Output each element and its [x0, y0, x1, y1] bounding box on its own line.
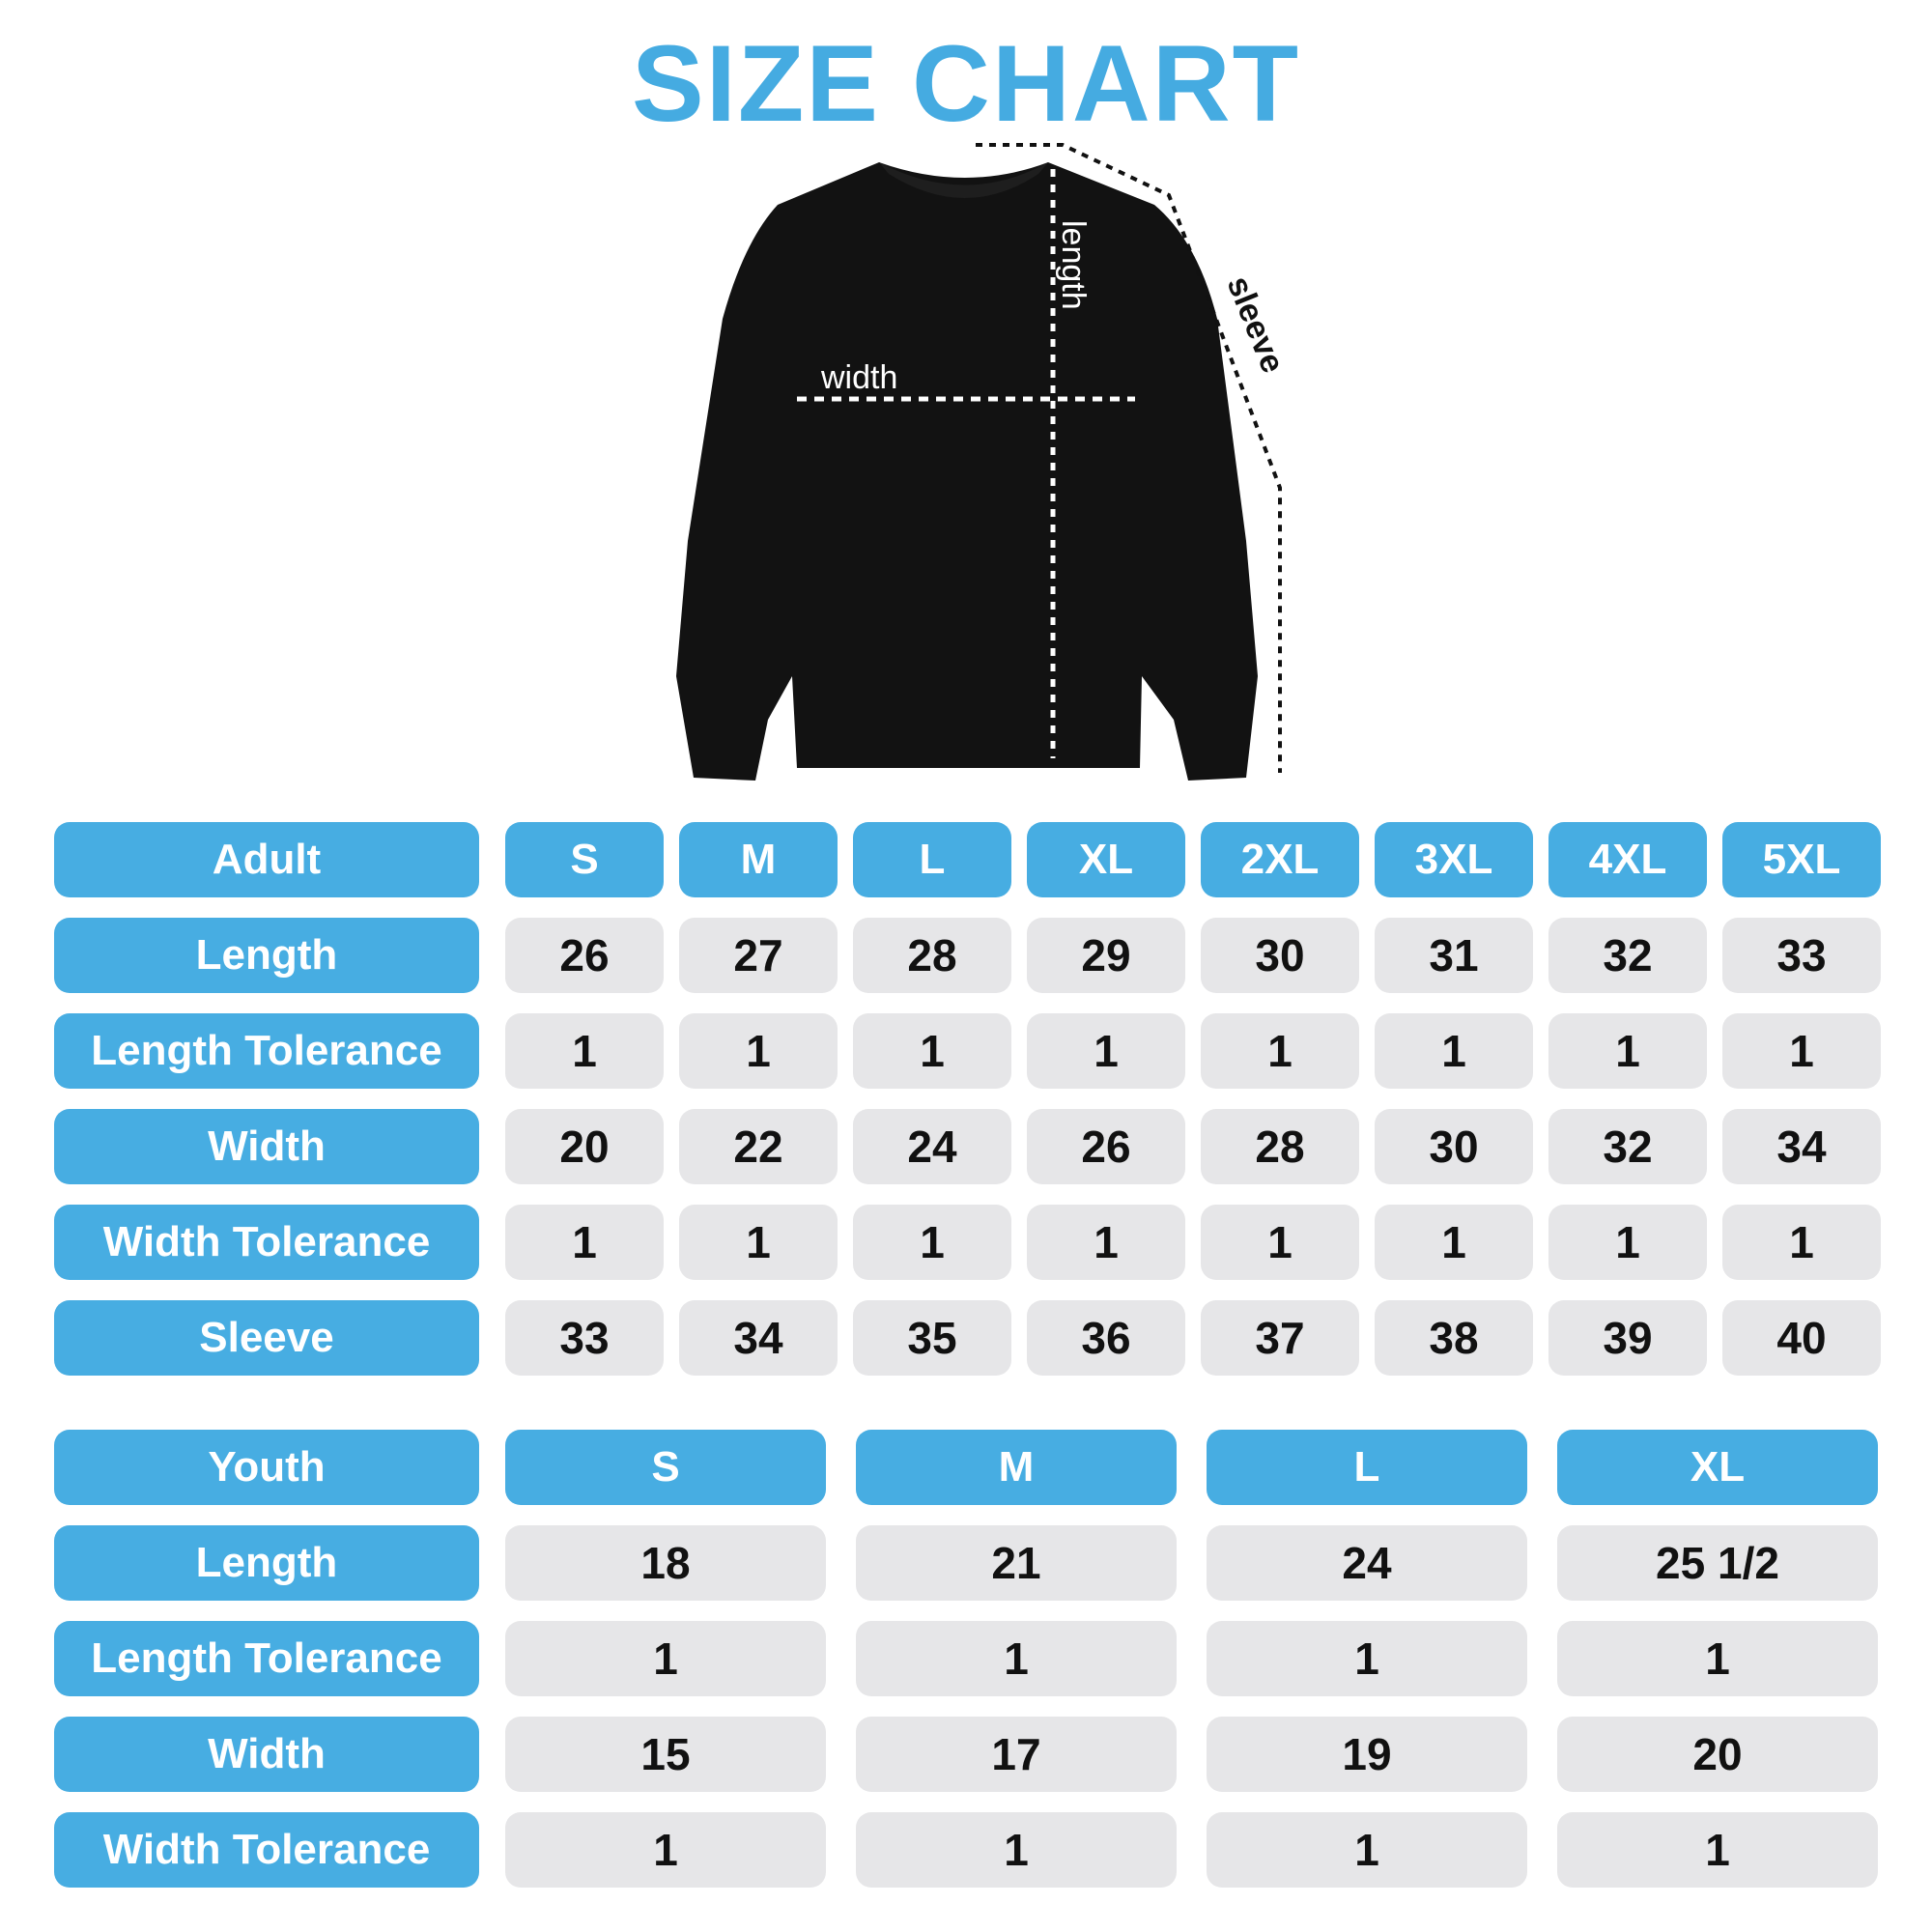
table-cell: 1 — [856, 1621, 1177, 1696]
adult-size-header: M — [679, 822, 838, 897]
adult-size-header: 2XL — [1201, 822, 1359, 897]
adult-size-header: L — [853, 822, 1011, 897]
table-cell: 1 — [856, 1812, 1177, 1888]
table-cell: 1 — [1375, 1205, 1533, 1280]
table-cell: 26 — [1027, 1109, 1185, 1184]
table-cell: 37 — [1201, 1300, 1359, 1376]
table-cell: 1 — [505, 1621, 826, 1696]
page-title: SIZE CHART — [632, 23, 1300, 144]
table-cell: 1 — [505, 1013, 664, 1089]
table-cell: 19 — [1207, 1717, 1527, 1792]
table-cell: 40 — [1722, 1300, 1881, 1376]
table-cell: 1 — [679, 1205, 838, 1280]
sweatshirt-collar — [879, 162, 1048, 198]
youth-size-header: L — [1207, 1430, 1527, 1505]
youth-size-header: XL — [1557, 1430, 1878, 1505]
table-cell: 1 — [679, 1013, 838, 1089]
adult-size-header: XL — [1027, 822, 1185, 897]
table-cell: 20 — [1557, 1717, 1878, 1792]
table-cell: 1 — [1027, 1205, 1185, 1280]
table-cell: 29 — [1027, 918, 1185, 993]
adult-size-header: 3XL — [1375, 822, 1533, 897]
table-cell: 1 — [1207, 1812, 1527, 1888]
row-label: Width Tolerance — [54, 1205, 479, 1280]
table-cell: 32 — [1548, 918, 1707, 993]
table-cell: 1 — [505, 1812, 826, 1888]
adult-size-header: S — [505, 822, 664, 897]
sleeve-dashed-line — [976, 143, 1282, 773]
table-cell: 36 — [1027, 1300, 1185, 1376]
table-cell: 18 — [505, 1525, 826, 1601]
table-cell: 24 — [853, 1109, 1011, 1184]
table-cell: 1 — [1722, 1205, 1881, 1280]
table-cell: 1 — [1027, 1013, 1185, 1089]
table-cell: 30 — [1375, 1109, 1533, 1184]
youth-size-header: S — [505, 1430, 826, 1505]
table-cell: 1 — [1722, 1013, 1881, 1089]
row-label: Width — [54, 1109, 479, 1184]
table-cell: 39 — [1548, 1300, 1707, 1376]
table-cell: 34 — [679, 1300, 838, 1376]
youth-header-label: Youth — [54, 1430, 479, 1505]
youth-size-header: M — [856, 1430, 1177, 1505]
row-label: Sleeve — [54, 1300, 479, 1376]
table-cell: 1 — [1201, 1013, 1359, 1089]
table-cell: 24 — [1207, 1525, 1527, 1601]
adult-size-header: 5XL — [1722, 822, 1881, 897]
table-cell: 1 — [1557, 1812, 1878, 1888]
sweatshirt-diagram: width length sleeve — [676, 143, 1292, 781]
table-cell: 34 — [1722, 1109, 1881, 1184]
table-cell: 28 — [853, 918, 1011, 993]
row-label: Length — [54, 1525, 479, 1601]
row-label: Width Tolerance — [54, 1812, 479, 1888]
table-cell: 30 — [1201, 918, 1359, 993]
table-cell: 28 — [1201, 1109, 1359, 1184]
table-cell: 35 — [853, 1300, 1011, 1376]
table-cell: 1 — [1201, 1205, 1359, 1280]
table-cell: 1 — [505, 1205, 664, 1280]
table-cell: 33 — [505, 1300, 664, 1376]
table-cell: 1 — [853, 1205, 1011, 1280]
table-cell: 1 — [1548, 1205, 1707, 1280]
table-cell: 15 — [505, 1717, 826, 1792]
adult-size-header: 4XL — [1548, 822, 1707, 897]
table-cell: 27 — [679, 918, 838, 993]
table-cell: 31 — [1375, 918, 1533, 993]
table-cell: 1 — [1557, 1621, 1878, 1696]
table-cell: 1 — [1548, 1013, 1707, 1089]
table-cell: 1 — [1375, 1013, 1533, 1089]
table-cell: 20 — [505, 1109, 664, 1184]
width-label: width — [820, 359, 897, 396]
adult-header-label: Adult — [54, 822, 479, 897]
row-label: Length — [54, 918, 479, 993]
table-cell: 25 1/2 — [1557, 1525, 1878, 1601]
table-cell: 26 — [505, 918, 664, 993]
table-cell: 38 — [1375, 1300, 1533, 1376]
table-cell: 33 — [1722, 918, 1881, 993]
table-cell: 17 — [856, 1717, 1177, 1792]
row-label: Width — [54, 1717, 479, 1792]
length-label: length — [1055, 220, 1092, 310]
row-label: Length Tolerance — [54, 1621, 479, 1696]
table-cell: 32 — [1548, 1109, 1707, 1184]
table-cell: 21 — [856, 1525, 1177, 1601]
table-cell: 1 — [853, 1013, 1011, 1089]
row-label: Length Tolerance — [54, 1013, 479, 1089]
table-cell: 1 — [1207, 1621, 1527, 1696]
table-cell: 22 — [679, 1109, 838, 1184]
sweatshirt-body — [676, 162, 1258, 781]
